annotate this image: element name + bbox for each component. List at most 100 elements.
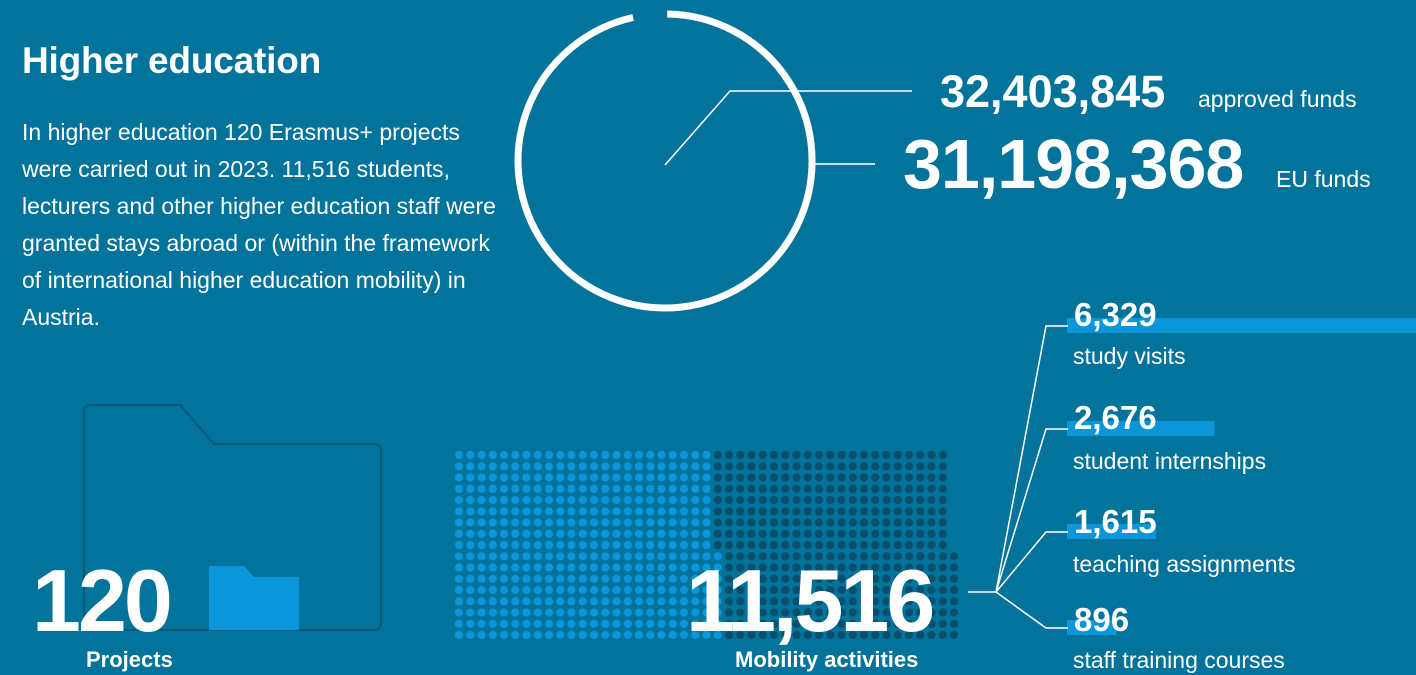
mobility-dot bbox=[882, 619, 891, 628]
mobility-dot bbox=[466, 574, 475, 583]
mobility-dot bbox=[533, 585, 542, 595]
mobility-dot bbox=[927, 563, 936, 572]
mobility-dot bbox=[758, 484, 767, 493]
mobility-dot bbox=[893, 540, 902, 550]
mobility-dot bbox=[758, 630, 767, 640]
mobility-dot bbox=[871, 450, 880, 460]
mobility-dot bbox=[511, 630, 520, 640]
mobility-dot bbox=[859, 574, 869, 583]
mobility-dot bbox=[747, 585, 756, 595]
mobility-dot bbox=[544, 630, 554, 640]
mobility-dot bbox=[466, 585, 475, 595]
mobility-dot bbox=[927, 507, 936, 516]
mobility-dot bbox=[511, 450, 520, 460]
mobility-count: 11,516 bbox=[686, 551, 935, 650]
mobility-dot bbox=[871, 518, 880, 527]
mobility-dot bbox=[454, 518, 464, 527]
mobility-dot bbox=[488, 473, 497, 482]
mobility-dot bbox=[544, 552, 554, 561]
mobility-dot bbox=[747, 619, 756, 628]
mobility-dot bbox=[916, 630, 925, 640]
mobility-dot bbox=[938, 597, 947, 606]
mobility-dot bbox=[904, 507, 914, 516]
mobility-dot bbox=[567, 574, 576, 583]
mobility-dot bbox=[904, 563, 914, 572]
mobility-dot bbox=[859, 495, 869, 505]
mobility-dot bbox=[859, 563, 869, 572]
mobility-dot bbox=[657, 563, 666, 572]
mobility-dot bbox=[747, 630, 756, 640]
mobility-dot bbox=[488, 462, 497, 471]
mobility-dot bbox=[814, 563, 824, 572]
mobility-dot bbox=[882, 495, 891, 505]
mobility-dot bbox=[747, 518, 756, 527]
mobility-dot bbox=[533, 552, 542, 561]
mobility-dot bbox=[837, 529, 846, 538]
intro-paragraph: In higher education 120 Erasmus+ project… bbox=[22, 119, 496, 330]
mobility-dot bbox=[623, 585, 632, 595]
staff-training-value: 896 bbox=[1074, 601, 1130, 638]
mobility-dot bbox=[556, 507, 565, 516]
mobility-dot bbox=[769, 473, 779, 482]
mobility-dot bbox=[747, 597, 756, 606]
mobility-dot bbox=[792, 552, 801, 561]
mobility-dot bbox=[814, 495, 824, 505]
mobility-dot bbox=[623, 563, 632, 572]
mobility-dot bbox=[623, 608, 632, 617]
mobility-dot bbox=[634, 495, 644, 505]
mobility-dot bbox=[724, 630, 734, 640]
mobility-dot bbox=[837, 450, 846, 460]
mobility-dot bbox=[837, 574, 846, 583]
mobility-dot bbox=[713, 450, 722, 460]
mobility-dot bbox=[826, 484, 835, 493]
mobility-dot bbox=[522, 608, 531, 617]
mobility-dot bbox=[679, 518, 689, 527]
mobility-dot bbox=[544, 563, 554, 572]
mobility-dot bbox=[736, 462, 745, 471]
fan-connector-line bbox=[995, 325, 1068, 593]
mobility-dot bbox=[466, 495, 475, 505]
mobility-dot bbox=[758, 608, 767, 617]
mobility-dot bbox=[904, 462, 914, 471]
mobility-dot bbox=[601, 529, 610, 538]
mobility-dot bbox=[826, 540, 835, 550]
mobility-dot bbox=[691, 597, 700, 606]
mobility-dot bbox=[882, 540, 891, 550]
mobility-dot bbox=[477, 597, 486, 606]
mobility-dot bbox=[578, 495, 587, 505]
mobility-dot bbox=[927, 495, 936, 505]
mobility-dot bbox=[904, 540, 914, 550]
mobility-dot bbox=[646, 473, 655, 482]
mobility-dot bbox=[724, 563, 734, 572]
mobility-dot bbox=[803, 507, 812, 516]
mobility-dot bbox=[781, 484, 790, 493]
mobility-dot bbox=[589, 585, 599, 595]
mobility-dot bbox=[893, 507, 902, 516]
mobility-dot bbox=[623, 518, 632, 527]
mobility-dot bbox=[511, 619, 520, 628]
mobility-dot bbox=[533, 507, 542, 516]
mobility-dot bbox=[657, 518, 666, 527]
mobility-dot bbox=[477, 540, 486, 550]
mobility-dot bbox=[657, 552, 666, 561]
mobility-dot bbox=[848, 608, 857, 617]
mobility-dot bbox=[916, 518, 925, 527]
mobility-dot bbox=[522, 529, 531, 538]
mobility-dot bbox=[612, 495, 621, 505]
mobility-dot bbox=[859, 552, 869, 561]
mobility-dot bbox=[814, 484, 824, 493]
mobility-dot bbox=[522, 450, 531, 460]
mobility-dot bbox=[454, 507, 464, 516]
activity-bar bbox=[1067, 421, 1215, 436]
mobility-dot bbox=[769, 574, 779, 583]
mobility-dot bbox=[578, 608, 587, 617]
mobility-dot bbox=[589, 473, 599, 482]
mobility-dot bbox=[691, 507, 700, 516]
mobility-dot bbox=[736, 540, 745, 550]
mobility-dot bbox=[511, 495, 520, 505]
mobility-dot bbox=[938, 473, 947, 482]
mobility-dot bbox=[477, 585, 486, 595]
mobility-dot bbox=[758, 495, 767, 505]
mobility-dot bbox=[758, 585, 767, 595]
mobility-dot bbox=[848, 574, 857, 583]
